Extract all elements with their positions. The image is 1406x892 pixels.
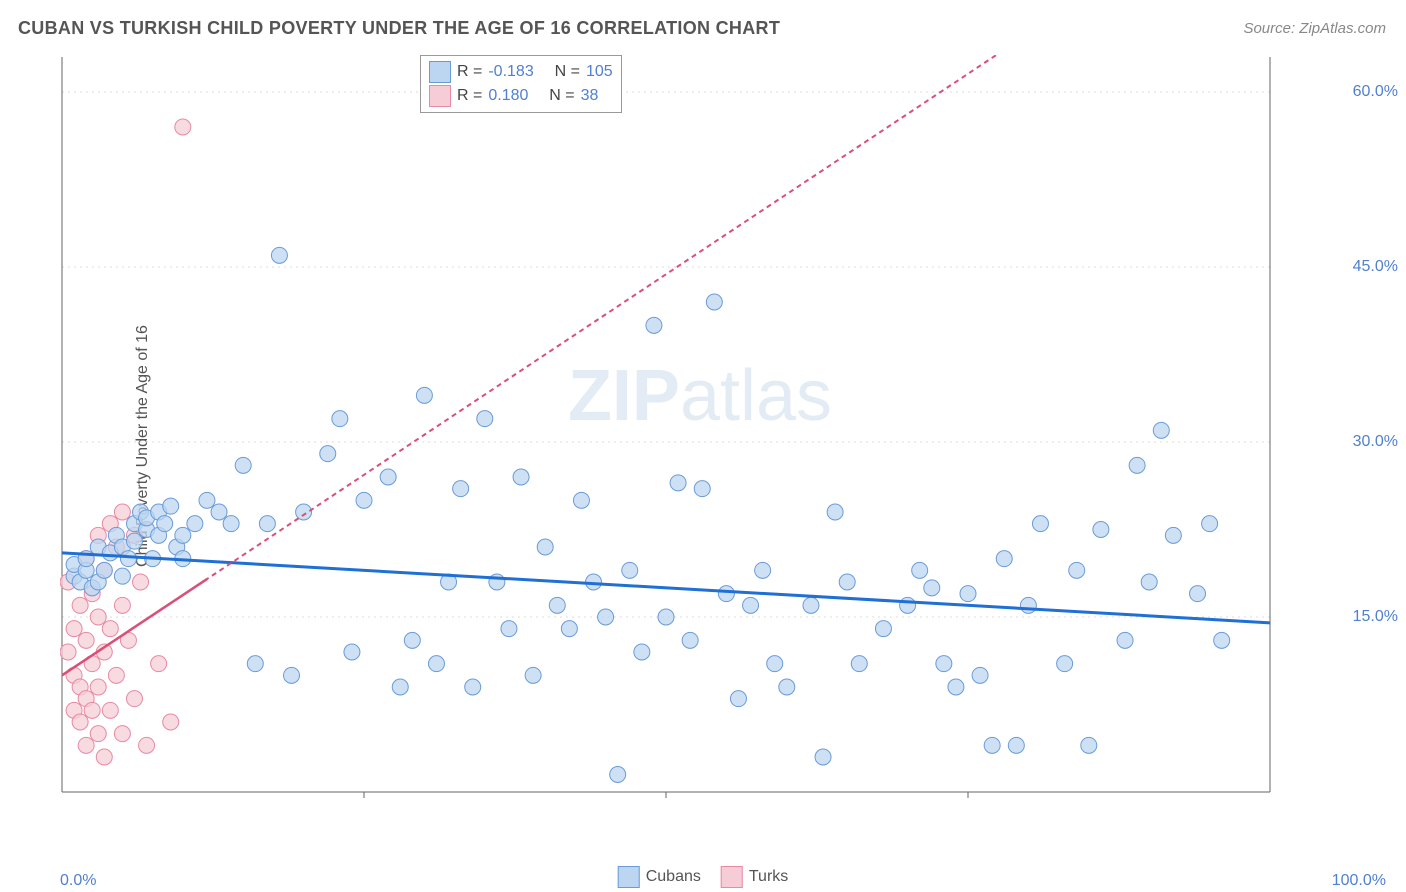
legend-item-turks: Turks <box>721 866 788 888</box>
x-max-label: 100.0% <box>1332 872 1386 890</box>
y-tick-label: 60.0% <box>1353 83 1398 101</box>
correlation-chart: CUBAN VS TURKISH CHILD POVERTY UNDER THE… <box>0 0 1406 892</box>
stat-r-turks: 0.180 <box>488 87 528 105</box>
bottom-legend: Cubans Turks <box>618 866 789 888</box>
x-min-label: 0.0% <box>60 872 96 890</box>
stat-r-cubans: -0.183 <box>488 63 533 81</box>
legend-label-turks: Turks <box>749 868 788 886</box>
legend-swatch-cubans <box>429 61 451 83</box>
chart-title: CUBAN VS TURKISH CHILD POVERTY UNDER THE… <box>18 18 780 39</box>
legend-swatch-turks <box>721 866 743 888</box>
stat-label-r: R = <box>457 87 482 105</box>
y-tick-label: 15.0% <box>1353 608 1398 626</box>
legend-item-cubans: Cubans <box>618 866 701 888</box>
y-tick-label: 30.0% <box>1353 433 1398 451</box>
stat-n-cubans: 105 <box>586 63 613 81</box>
y-tick-label: 45.0% <box>1353 258 1398 276</box>
plot-area: ZIPatlas <box>60 55 1340 830</box>
stat-label-n: N = <box>555 63 580 81</box>
chart-svg <box>60 55 1340 830</box>
legend-stats-row: R = 0.180 N = 38 <box>429 84 613 108</box>
legend-swatch-turks <box>429 85 451 107</box>
stat-n-turks: 38 <box>581 87 599 105</box>
legend-label-cubans: Cubans <box>646 868 701 886</box>
legend-stats-row: R = -0.183 N = 105 <box>429 60 613 84</box>
source-label: Source: ZipAtlas.com <box>1243 20 1386 37</box>
legend-swatch-cubans <box>618 866 640 888</box>
legend-stats: R = -0.183 N = 105 R = 0.180 N = 38 <box>420 55 622 113</box>
stat-label-r: R = <box>457 63 482 81</box>
stat-label-n: N = <box>549 87 574 105</box>
